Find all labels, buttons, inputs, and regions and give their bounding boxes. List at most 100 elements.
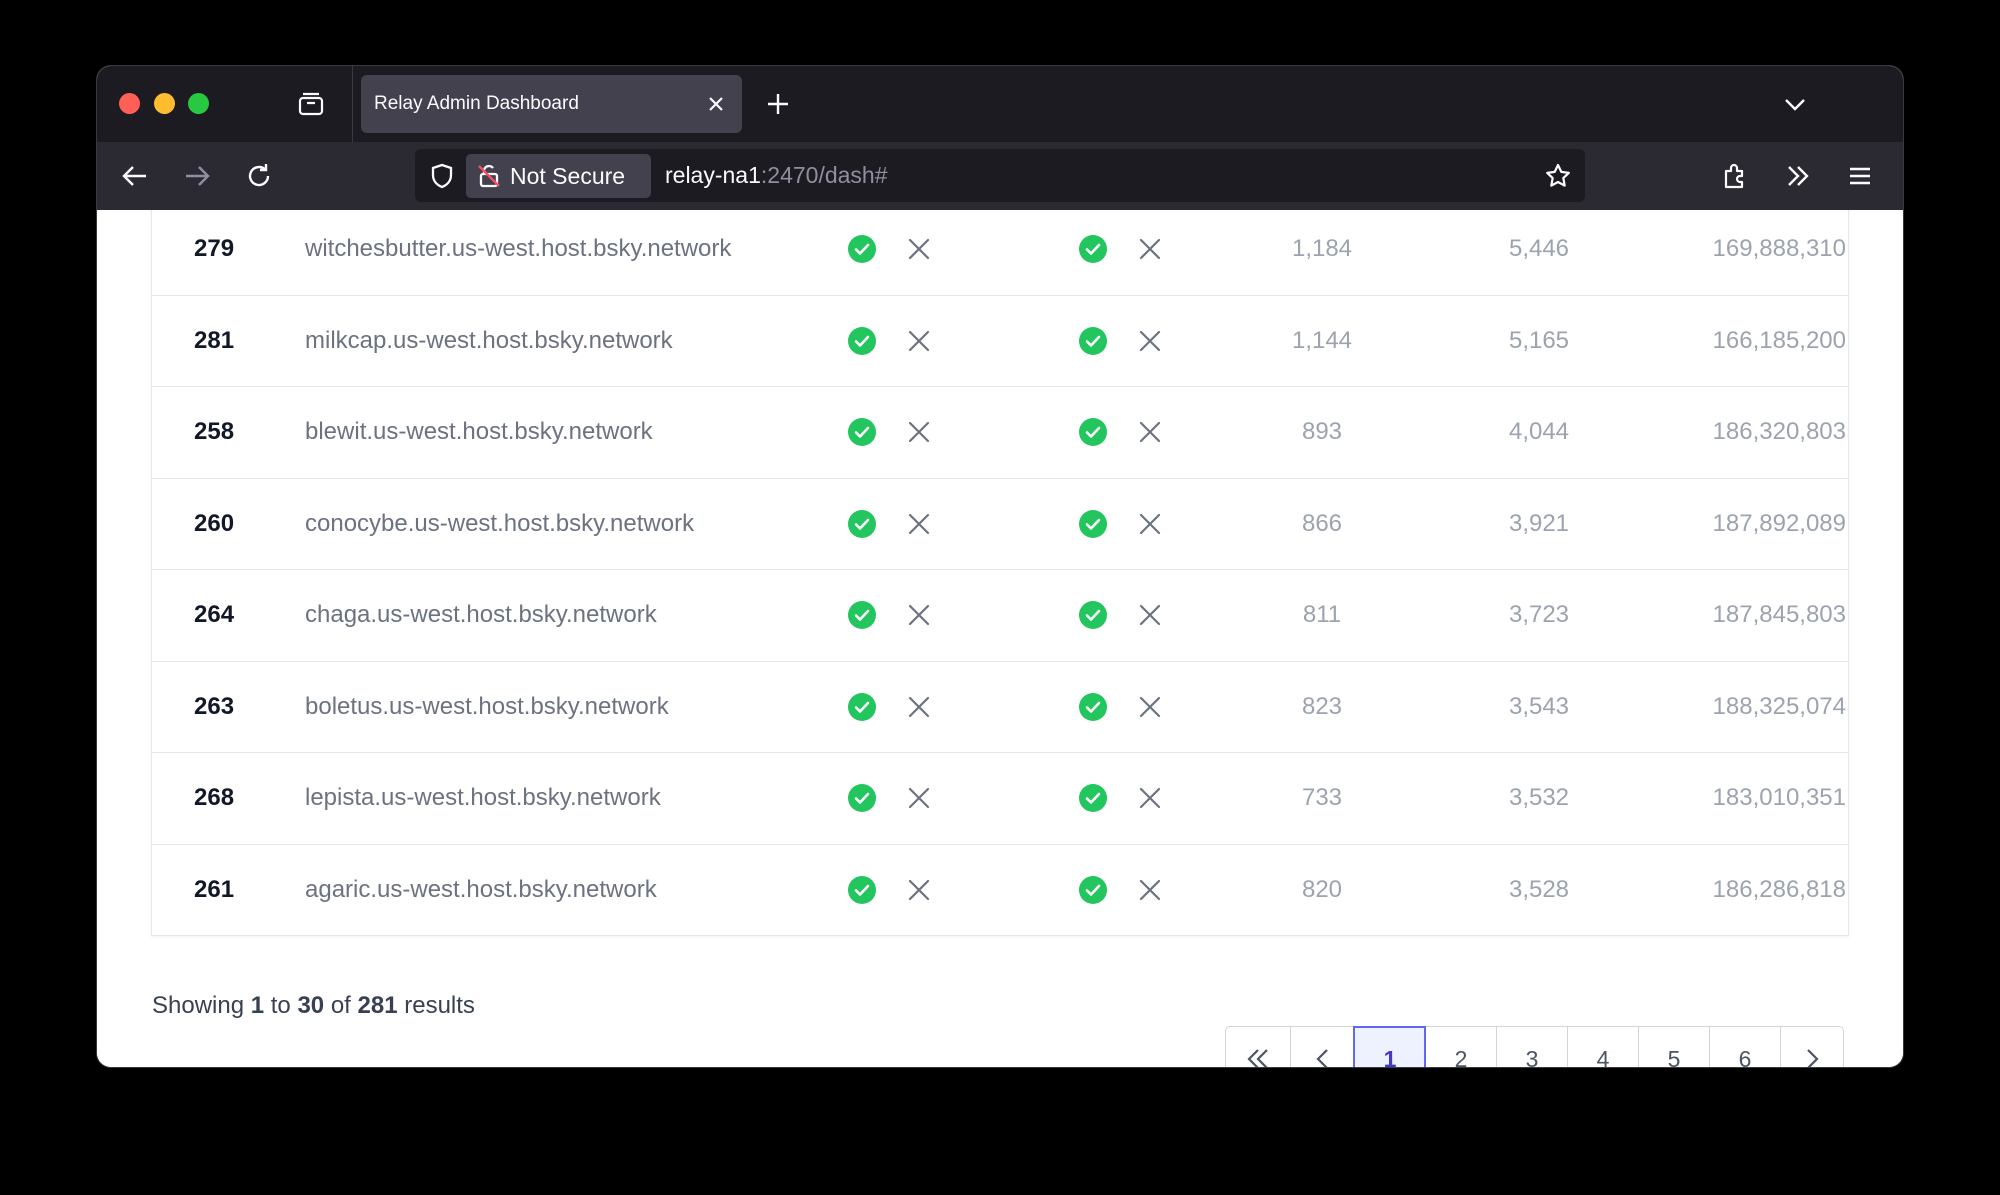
count-3: 188,325,074: [1712, 692, 1846, 720]
not-secure-badge[interactable]: Not Secure: [466, 154, 651, 198]
results-label: results: [404, 992, 475, 1019]
x-icon: [906, 296, 932, 387]
count-1: 1,184: [1291, 235, 1353, 263]
results-to: 30: [297, 992, 325, 1019]
tab-active[interactable]: Relay Admin Dashboard: [361, 75, 742, 133]
page-3-button[interactable]: 3: [1496, 1027, 1567, 1067]
next-page-button[interactable]: [1780, 1027, 1843, 1067]
count-2: 3,723: [1508, 601, 1570, 629]
double-chevron-left-icon: [1247, 1049, 1268, 1067]
count-3: 183,010,351: [1712, 784, 1846, 812]
check-circle-icon: [847, 570, 877, 661]
table-row[interactable]: 264 chaga.us-west.host.bsky.network 811 3,7…: [152, 569, 1848, 661]
host-id: 263: [194, 692, 235, 720]
maximize-window-button[interactable]: [188, 93, 209, 114]
reload-icon[interactable]: [241, 158, 277, 194]
host-id: 268: [194, 784, 235, 812]
host-id: 260: [194, 509, 235, 537]
url-host: relay-na1: [665, 162, 761, 188]
new-tab-icon[interactable]: [761, 87, 795, 121]
tab-groups-icon[interactable]: [295, 88, 327, 120]
count-1: 893: [1301, 418, 1343, 446]
x-icon: [1137, 210, 1163, 295]
forward-arrow-icon[interactable]: [179, 158, 215, 194]
table-row[interactable]: 258 blewit.us-west.host.bsky.network 893 4,…: [152, 386, 1848, 478]
x-icon: [1137, 753, 1163, 844]
count-3: 187,892,089: [1712, 509, 1846, 537]
bookmark-star-icon[interactable]: [1541, 159, 1575, 193]
x-icon: [906, 662, 932, 753]
x-icon: [1137, 662, 1163, 753]
not-secure-label: Not Secure: [510, 163, 626, 189]
hamburger-menu-icon[interactable]: [1842, 158, 1878, 194]
check-circle-icon: [847, 479, 877, 570]
double-chevron-right-icon[interactable]: [1780, 158, 1816, 194]
count-2: 5,165: [1508, 326, 1570, 354]
check-circle-icon: [1078, 845, 1108, 936]
table-row[interactable]: 263 boletus.us-west.host.bsky.network 823 3…: [152, 660, 1848, 753]
count-1: 733: [1301, 784, 1343, 812]
close-window-button[interactable]: [119, 93, 140, 114]
hosts-table: 279 witchesbutter.us-west.host.bsky.netwo…: [151, 210, 1849, 936]
page-6-button[interactable]: 6: [1709, 1027, 1780, 1067]
x-icon: [906, 845, 932, 936]
x-icon: [906, 210, 932, 295]
chevron-left-icon: [1315, 1049, 1328, 1067]
x-icon: [906, 387, 932, 478]
count-2: 3,921: [1508, 509, 1570, 537]
count-2: 3,543: [1508, 692, 1570, 720]
check-circle-icon: [1078, 570, 1108, 661]
count-3: 187,845,803: [1712, 601, 1846, 629]
x-icon: [906, 479, 932, 570]
tab-close-icon[interactable]: [702, 90, 730, 118]
previous-page-button[interactable]: [1290, 1027, 1354, 1067]
check-circle-icon: [1078, 753, 1108, 844]
count-3: 169,888,310: [1712, 235, 1846, 263]
tab-separator: [352, 66, 353, 142]
broken-lock-icon: [476, 163, 502, 189]
host-id: 279: [194, 235, 235, 263]
page-2-button[interactable]: 2: [1425, 1027, 1496, 1067]
host-id: 264: [194, 601, 235, 629]
host-name: boletus.us-west.host.bsky.network: [305, 692, 669, 720]
x-icon: [1137, 479, 1163, 570]
url-path: :2470/dash#: [760, 162, 888, 188]
host-id: 261: [194, 875, 235, 903]
first-page-button[interactable]: [1226, 1027, 1290, 1067]
back-arrow-icon[interactable]: [117, 158, 153, 194]
check-circle-icon: [847, 210, 877, 295]
page-1-button[interactable]: 1: [1353, 1026, 1426, 1067]
navigation-bar: Not Secure relay-na1:2470/dash#: [97, 142, 1903, 210]
showing-label: Showing: [152, 992, 245, 1019]
table-row[interactable]: 279 witchesbutter.us-west.host.bsky.netwo…: [152, 210, 1848, 295]
extensions-icon[interactable]: [1717, 158, 1753, 194]
host-name: lepista.us-west.host.bsky.network: [305, 784, 661, 812]
tab-bar: Relay Admin Dashboard: [97, 66, 1903, 142]
chevron-down-icon[interactable]: [1778, 87, 1812, 121]
url-bar[interactable]: Not Secure relay-na1:2470/dash#: [415, 149, 1585, 202]
page-4-button[interactable]: 4: [1567, 1027, 1638, 1067]
check-circle-icon: [847, 662, 877, 753]
table-row[interactable]: 260 conocybe.us-west.host.bsky.network 866…: [152, 477, 1848, 570]
table-row[interactable]: 281 milkcap.us-west.host.bsky.network 1,14…: [152, 294, 1848, 387]
shield-icon[interactable]: [425, 159, 459, 193]
count-1: 1,144: [1291, 326, 1353, 354]
page-5-button[interactable]: 5: [1638, 1027, 1709, 1067]
count-2: 4,044: [1508, 418, 1570, 446]
count-2: 5,446: [1508, 235, 1570, 263]
tab-title: Relay Admin Dashboard: [374, 93, 579, 114]
check-circle-icon: [847, 296, 877, 387]
check-circle-icon: [1078, 479, 1108, 570]
of-label: of: [330, 992, 351, 1019]
results-summary: Showing 1 to 30 of 281 results: [152, 989, 475, 1023]
table-row[interactable]: 261 agaric.us-west.host.bsky.network 820 3,…: [152, 843, 1848, 936]
browser-window: Relay Admin Dashboard: [97, 66, 1903, 1067]
minimize-window-button[interactable]: [154, 93, 175, 114]
table-row[interactable]: 268 lepista.us-west.host.bsky.network 733 3…: [152, 752, 1848, 844]
check-circle-icon: [1078, 387, 1108, 478]
url-text[interactable]: relay-na1:2470/dash#: [665, 149, 888, 202]
page-content: 279 witchesbutter.us-west.host.bsky.netwo…: [97, 210, 1903, 1067]
x-icon: [1137, 387, 1163, 478]
check-circle-icon: [1078, 662, 1108, 753]
